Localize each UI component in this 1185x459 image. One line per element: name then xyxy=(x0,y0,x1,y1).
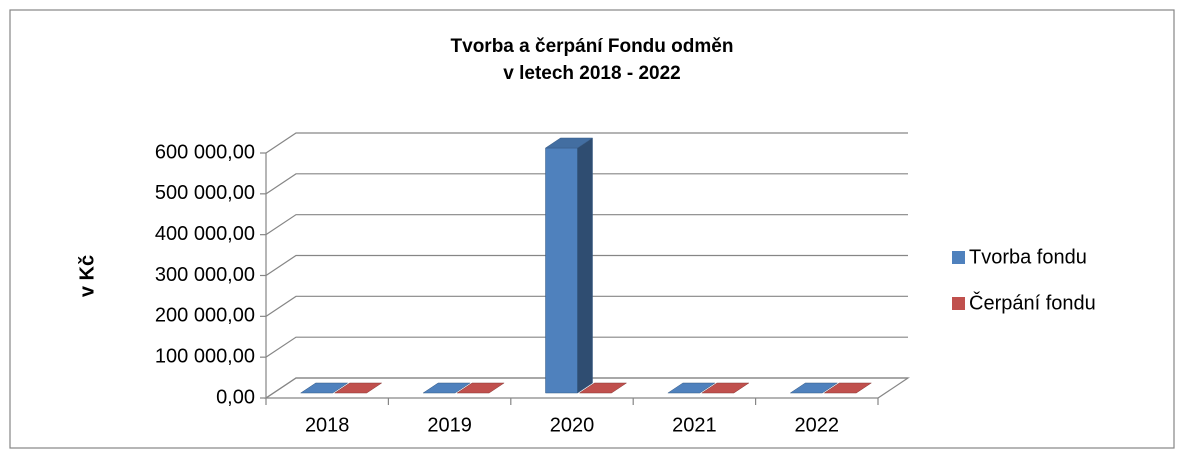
legend-swatch xyxy=(952,297,965,310)
bar xyxy=(578,382,628,394)
y-tick-label: 300 000,00 xyxy=(155,264,255,286)
legend-swatch xyxy=(952,251,965,264)
grid-line xyxy=(265,132,908,154)
x-tick-label: 2020 xyxy=(550,414,595,436)
x-tick-label: 2021 xyxy=(672,414,717,436)
bar xyxy=(456,382,505,394)
grid-line xyxy=(265,336,908,358)
bar-top xyxy=(823,382,873,394)
bar-top xyxy=(667,382,716,394)
y-tick-label: 0,00 xyxy=(216,386,255,408)
x-tick-label: 2018 xyxy=(305,414,350,436)
bar xyxy=(422,382,471,394)
bar xyxy=(789,382,839,394)
grid-line xyxy=(265,173,908,195)
y-tick-label: 600 000,00 xyxy=(155,141,255,163)
y-tick-label: 100 000,00 xyxy=(155,345,255,367)
bar-top xyxy=(333,382,383,394)
legend-label: Čerpání fondu xyxy=(969,291,1096,314)
bar-top xyxy=(701,382,750,394)
bar xyxy=(333,382,383,394)
grid-line xyxy=(265,214,908,236)
y-tick-label: 200 000,00 xyxy=(155,305,255,327)
bar-top xyxy=(299,382,349,394)
bar xyxy=(701,382,750,394)
bar-top xyxy=(422,382,471,394)
bar-top xyxy=(544,137,594,149)
x-tick-label: 2019 xyxy=(427,414,472,436)
bar-top xyxy=(578,382,628,394)
chart-title: v letech 2018 - 2022 xyxy=(503,63,680,84)
bar-top xyxy=(789,382,839,394)
bar xyxy=(823,382,873,394)
floor xyxy=(264,377,910,399)
bar-top xyxy=(456,382,505,394)
legend-label: Tvorba fondu xyxy=(969,246,1087,268)
bar-side xyxy=(577,137,593,394)
grid-line xyxy=(265,254,908,276)
chart-title: Tvorba a čerpání Fondu odměn xyxy=(451,36,734,57)
grid-line xyxy=(265,295,908,317)
bar xyxy=(544,137,594,394)
y-axis-title: v Kč xyxy=(76,255,98,297)
y-tick-label: 500 000,00 xyxy=(155,182,255,204)
bar xyxy=(299,382,349,394)
bar xyxy=(667,382,716,394)
y-tick-label: 400 000,00 xyxy=(155,223,255,245)
x-tick-label: 2022 xyxy=(795,414,840,436)
bar-front xyxy=(545,147,578,394)
